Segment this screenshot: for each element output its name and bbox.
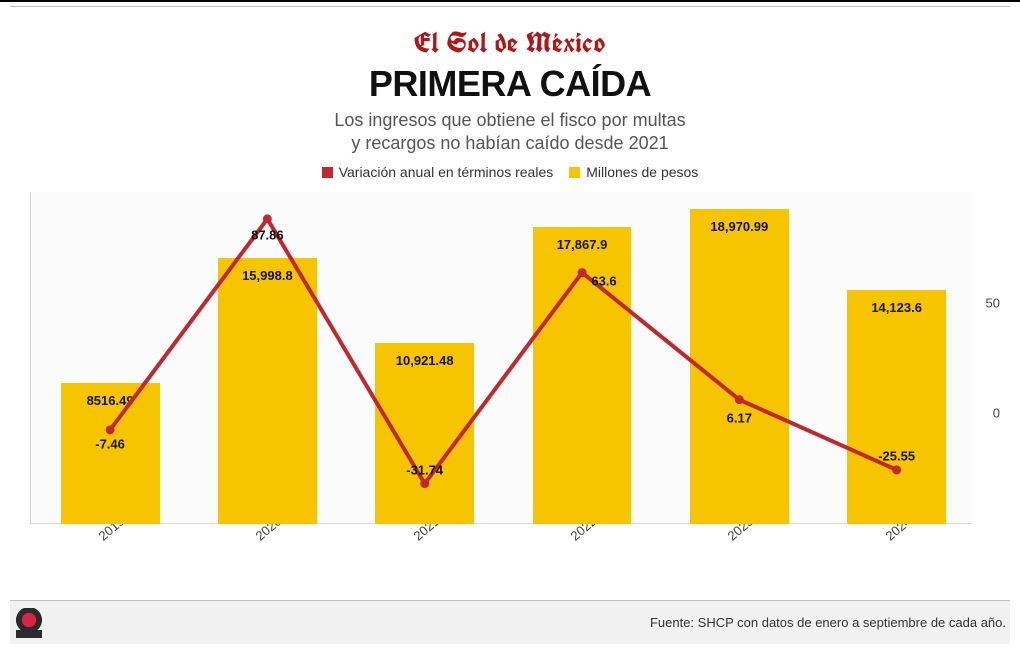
right-axis-tick: 0: [993, 406, 1000, 421]
bar: 10,921.48: [375, 343, 474, 524]
legend-swatch-line: [322, 167, 333, 178]
plot-background: 8516.49 15,998.8 10,921.48 17,867.9 18,970.9…: [30, 192, 972, 524]
bar: 14,123.6: [847, 290, 946, 524]
chart-card: El Sol de México PRIMERA CAÍDA Los ingre…: [0, 0, 1020, 650]
footer: OEM Fuente: SHCP con datos de enero a se…: [10, 600, 1010, 644]
bar-value-label: 10,921.48: [396, 353, 454, 368]
masthead: El Sol de México: [10, 24, 1010, 61]
legend-swatch-bar: [569, 167, 580, 178]
chart-plot-container: 8516.49 15,998.8 10,921.48 17,867.9 18,970.9…: [30, 192, 1000, 524]
line-value-label: 6.17: [727, 410, 752, 425]
line-value-label: -31.74: [406, 462, 443, 477]
legend-label-line: Variación anual en términos reales: [339, 164, 554, 180]
subtitle-line2: y recargos no habían caído desde 2021: [351, 133, 668, 153]
publisher-logo-icon: OEM: [14, 608, 44, 638]
bar: 15,998.8: [218, 258, 317, 524]
bar-value-label: 18,970.99: [710, 219, 768, 234]
bar-value-label: 15,998.8: [242, 268, 293, 283]
line-value-label: 63.6: [591, 273, 616, 288]
line-series: [30, 192, 972, 524]
bar-value-label: 8516.49: [87, 393, 134, 408]
bar: 18,970.99: [690, 209, 789, 524]
chart-title: PRIMERA CAÍDA: [10, 63, 1010, 105]
right-axis-tick: 50: [986, 295, 1000, 310]
bar: 17,867.9: [533, 227, 632, 524]
line-value-label: 87.86: [251, 227, 284, 242]
legend-item-bar: Millones de pesos: [569, 164, 698, 180]
subtitle-line1: Los ingresos que obtiene el fisco por mu…: [334, 110, 685, 130]
source-text: Fuente: SHCP con datos de enero a septie…: [650, 615, 1006, 630]
legend-label-bar: Millones de pesos: [586, 164, 698, 180]
bar: 8516.49: [61, 383, 160, 524]
bar-value-label: 17,867.9: [557, 237, 608, 252]
right-axis: 0 50: [974, 192, 1000, 524]
publisher-logo-text: OEM: [14, 631, 44, 638]
chart-subtitle: Los ingresos que obtiene el fisco por mu…: [10, 109, 1010, 154]
legend-item-line: Variación anual en términos reales: [322, 164, 554, 180]
line-value-label: -25.55: [878, 448, 915, 463]
line-value-label: -7.46: [95, 436, 125, 451]
bar-value-label: 14,123.6: [871, 300, 922, 315]
chart-area: 8516.49 15,998.8 10,921.48 17,867.9 18,970.9…: [30, 192, 1000, 564]
x-axis-labels: 201920202021202220232024: [30, 524, 972, 564]
legend: Variación anual en términos reales Millo…: [10, 164, 1010, 180]
